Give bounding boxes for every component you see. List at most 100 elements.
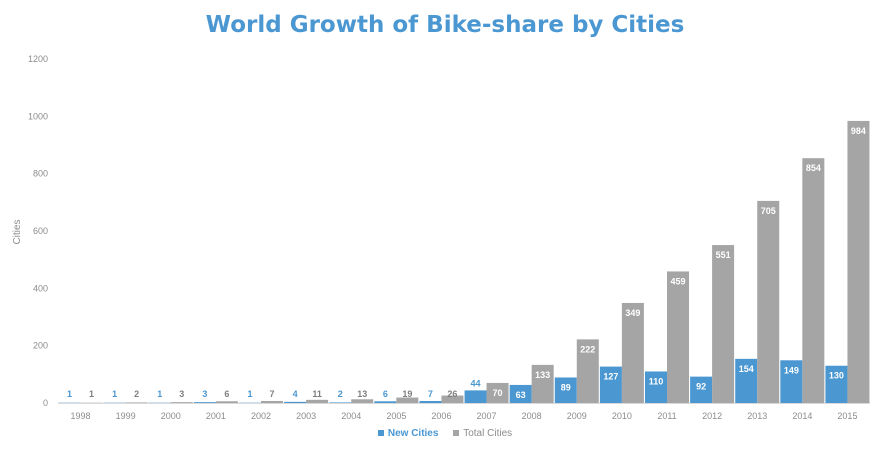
data-label-new-cities: 2 [338,389,343,399]
y-tick-label: 0 [43,398,48,408]
data-label-new-cities: 127 [603,372,618,382]
data-label-total-cities: 2 [134,389,139,399]
legend-item-new-cities: New Cities [377,428,439,439]
bar-new-cities [419,400,442,403]
bar-new-cities [690,376,713,403]
x-tick-label: 2005 [386,411,406,421]
bar-total-cities [441,395,464,403]
data-label-new-cities: 89 [561,382,571,392]
data-label-total-cities: 705 [761,206,776,216]
bar-total-cities [351,399,374,403]
y-tick-label: 1000 [28,111,48,121]
x-tick-label: 1998 [71,411,91,421]
x-tick-label: 1999 [116,411,136,421]
bar-total-cities [712,245,735,403]
bar-new-cities [509,384,532,403]
x-tick-label: 2009 [567,411,587,421]
x-tick-label: 2001 [206,411,226,421]
x-tick-label: 2012 [702,411,722,421]
bar-new-cities [374,401,397,403]
y-tick-label: 200 [33,341,48,351]
y-tick-label: 800 [33,169,48,179]
data-label-total-cities: 26 [447,389,457,399]
bar-total-cities [531,364,554,403]
x-tick-label: 2007 [477,411,497,421]
bar-new-cities [329,402,352,403]
data-label-total-cities: 70 [493,388,503,398]
x-tick-label: 2000 [161,411,181,421]
bar-new-cities [599,366,622,403]
x-tick-label: 2008 [522,411,542,421]
bar-new-cities [464,390,487,403]
bar-new-cities [193,402,216,403]
data-label-total-cities: 984 [851,126,866,136]
data-label-total-cities: 349 [625,308,640,318]
data-label-total-cities: 3 [179,389,184,399]
bar-total-cities [667,271,689,403]
data-label-total-cities: 551 [716,250,731,260]
data-label-total-cities: 459 [670,276,685,286]
x-tick-label: 2002 [251,411,271,421]
bar-new-cities [103,402,126,404]
bar-total-cities [486,382,509,403]
legend-label-new-cities: New Cities [387,428,439,439]
bar-total-cities [757,200,780,403]
bar-new-cities [825,365,848,403]
bar-total-cities [80,402,103,404]
x-tick-label: 2013 [747,411,767,421]
bar-total-cities [170,402,193,403]
bar-new-cities [239,402,261,404]
x-tick-label: 2014 [792,411,812,421]
data-label-new-cities: 1 [112,389,117,399]
data-label-total-cities: 222 [580,344,595,354]
legend-item-total-cities: Total Cities [453,428,512,439]
data-label-total-cities: 19 [402,389,412,399]
bar-new-cities [645,371,667,403]
bar-new-cities [780,360,803,403]
legend-swatch-total-cities [453,430,460,437]
data-label-new-cities: 1 [247,389,252,399]
data-label-new-cities: 63 [516,390,526,400]
y-tick-label: 1200 [28,54,48,64]
bar-total-cities [576,339,599,403]
x-tick-label: 2006 [431,411,451,421]
x-tick-label: 2010 [612,411,632,421]
data-label-total-cities: 13 [357,389,367,399]
x-tick-label: 2004 [341,411,361,421]
x-tick-label: 2011 [657,411,676,421]
data-label-new-cities: 6 [383,389,388,399]
data-label-new-cities: 44 [471,378,481,388]
bar-total-cities [621,302,644,403]
legend-swatch-new-cities [377,430,384,437]
bar-total-cities [125,402,148,403]
data-label-new-cities: 3 [202,389,207,399]
x-tick-label: 2003 [296,411,316,421]
data-label-new-cities: 130 [829,371,844,381]
bar-total-cities [847,120,870,404]
data-label-new-cities: 92 [696,382,706,392]
data-label-total-cities: 11 [312,389,322,399]
bar-new-cities [284,401,307,403]
x-tick-label: 2015 [837,411,857,421]
bar-new-cities [148,402,171,404]
data-label-new-cities: 1 [157,389,162,399]
bar-new-cities [58,402,81,404]
legend: New Cities Total Cities [0,428,890,439]
bar-total-cities [396,397,419,403]
data-label-total-cities: 6 [224,389,229,399]
data-label-new-cities: 4 [293,389,298,399]
y-axis-label: Cities [12,219,23,244]
bar-total-cities [215,401,238,403]
legend-label-total-cities: Total Cities [463,428,513,439]
bar-total-cities [261,400,283,403]
bar-total-cities [802,158,825,403]
data-label-total-cities: 133 [535,370,550,380]
data-label-total-cities: 1 [89,389,94,399]
chart-title: World Growth of Bike-share by Cities [205,12,685,38]
bar-new-cities [554,377,577,403]
data-label-new-cities: 149 [784,365,799,375]
bar-total-cities [306,399,329,403]
data-label-new-cities: 110 [649,376,664,386]
data-label-total-cities: 854 [806,163,821,173]
